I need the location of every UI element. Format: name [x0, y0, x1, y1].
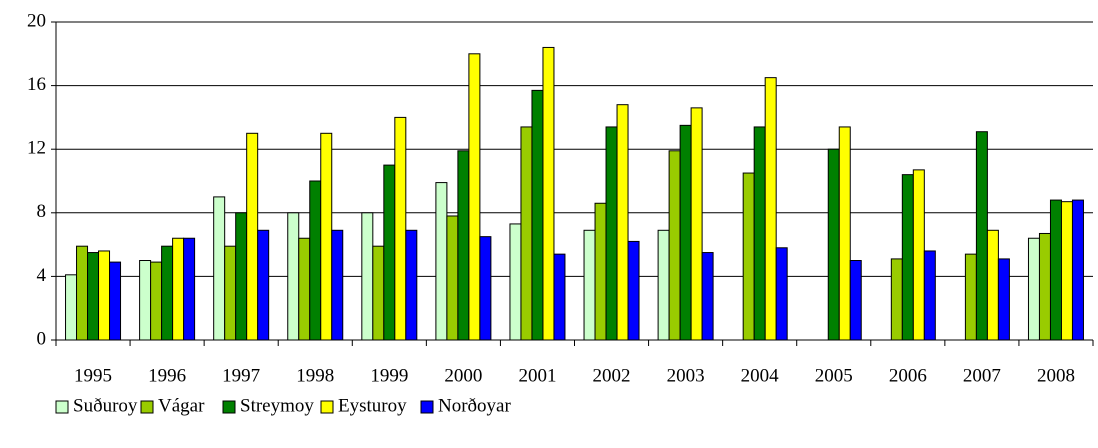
x-tick-label: 1995: [74, 365, 112, 386]
bar: [87, 252, 100, 341]
x-tick-label: 2007: [963, 365, 1001, 386]
bar: [775, 247, 788, 341]
x-tick-label: 2000: [444, 365, 482, 386]
bar: [235, 212, 248, 341]
bar: [246, 132, 259, 341]
bar: [213, 196, 226, 341]
bar: [405, 229, 418, 341]
bar: [901, 174, 914, 341]
bar: [594, 202, 607, 341]
bar: [542, 46, 555, 341]
bar: [331, 229, 344, 341]
x-tick-label: 2004: [741, 365, 780, 386]
bar: [183, 237, 196, 341]
legend-label: Eysturoy: [338, 395, 407, 416]
bar: [257, 229, 270, 341]
bar: [890, 258, 903, 341]
legend-swatch: [55, 400, 69, 414]
bar: [372, 245, 385, 341]
bar: [509, 223, 522, 341]
bar: [690, 107, 703, 341]
bar: [150, 261, 163, 341]
bar: [98, 250, 111, 341]
bar: [923, 250, 936, 341]
bar: [287, 212, 300, 341]
bar: [627, 240, 640, 341]
bar: [964, 253, 977, 341]
bar: [531, 89, 544, 341]
bar: [1049, 199, 1062, 341]
legend-swatch: [420, 400, 434, 414]
bar: [753, 126, 766, 341]
x-tick-label: 1998: [296, 365, 334, 386]
bar: [1038, 232, 1051, 341]
bar: [446, 215, 459, 341]
bar: [109, 261, 122, 341]
bar: [975, 131, 988, 341]
y-tick-label: 16: [27, 74, 46, 95]
bar: [849, 260, 862, 341]
bar: [605, 126, 618, 341]
bar: [520, 126, 533, 341]
x-tick-label: 2005: [815, 365, 853, 386]
bar: [997, 258, 1010, 341]
x-tick-label: 1999: [370, 365, 408, 386]
y-tick-label: 12: [27, 138, 46, 159]
bar: [583, 229, 596, 341]
bar: [394, 116, 407, 341]
bar: [76, 245, 89, 341]
bar: [298, 237, 311, 341]
bar: [1060, 201, 1073, 341]
bar: [457, 150, 470, 341]
bar: [1027, 237, 1040, 341]
bar: [435, 182, 448, 341]
bar: [838, 126, 851, 341]
y-tick-label: 20: [27, 10, 46, 31]
bar: [657, 229, 670, 341]
bar: [742, 172, 755, 341]
legend-label: Norðoyar: [438, 395, 511, 416]
bar: [309, 180, 322, 341]
bar: [701, 252, 714, 341]
bar: [161, 245, 174, 341]
y-tick-label: 8: [37, 201, 47, 222]
legend-label: Vágar: [158, 395, 205, 416]
bar: [1071, 199, 1084, 341]
x-tick-label: 2001: [518, 365, 556, 386]
bar: [320, 132, 333, 341]
legend-label: Suðuroy: [73, 395, 138, 416]
x-tick-label: 1996: [148, 365, 186, 386]
bar: [616, 104, 629, 341]
legend-label: Streymoy: [240, 395, 314, 416]
bar: [224, 245, 237, 341]
bar: [383, 164, 396, 341]
bar: [139, 260, 152, 341]
x-tick-label: 2008: [1037, 365, 1075, 386]
bar: [172, 237, 185, 341]
bar: [912, 169, 925, 341]
x-tick-label: 1997: [222, 365, 260, 386]
bar: [827, 148, 840, 341]
x-tick-label: 2006: [889, 365, 927, 386]
y-tick-label: 0: [37, 328, 47, 349]
x-tick-label: 2003: [667, 365, 705, 386]
bar: [468, 53, 481, 341]
bar: [668, 150, 681, 341]
legend-swatch: [222, 400, 236, 414]
legend-swatch: [140, 400, 154, 414]
legend-swatch: [320, 400, 334, 414]
bar: [679, 124, 692, 341]
bar: [65, 274, 78, 341]
bar: [553, 253, 566, 341]
bar: [361, 212, 374, 341]
x-tick-label: 2002: [593, 365, 631, 386]
y-tick-label: 4: [37, 265, 47, 286]
bar: [764, 77, 777, 341]
bar: [986, 229, 999, 341]
bar: [479, 236, 492, 341]
